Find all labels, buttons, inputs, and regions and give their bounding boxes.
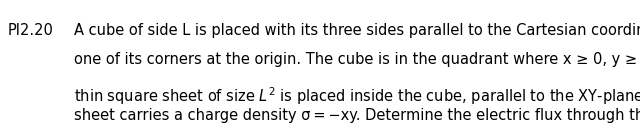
Text: one of its corners at the origin. The cube is in the quadrant where x ≥ 0, y ≥ 0: one of its corners at the origin. The cu… <box>74 52 640 67</box>
Text: A cube of side L is placed with its three sides parallel to the Cartesian coordi: A cube of side L is placed with its thre… <box>74 23 640 38</box>
Text: PI2.20: PI2.20 <box>8 23 54 38</box>
Text: sheet carries a charge density σ = −xy. Determine the electric flux through the : sheet carries a charge density σ = −xy. … <box>74 108 640 122</box>
Text: thin square sheet of size $L^2$ is placed inside the cube, parallel to the XY-pl: thin square sheet of size $L^2$ is place… <box>74 81 640 114</box>
